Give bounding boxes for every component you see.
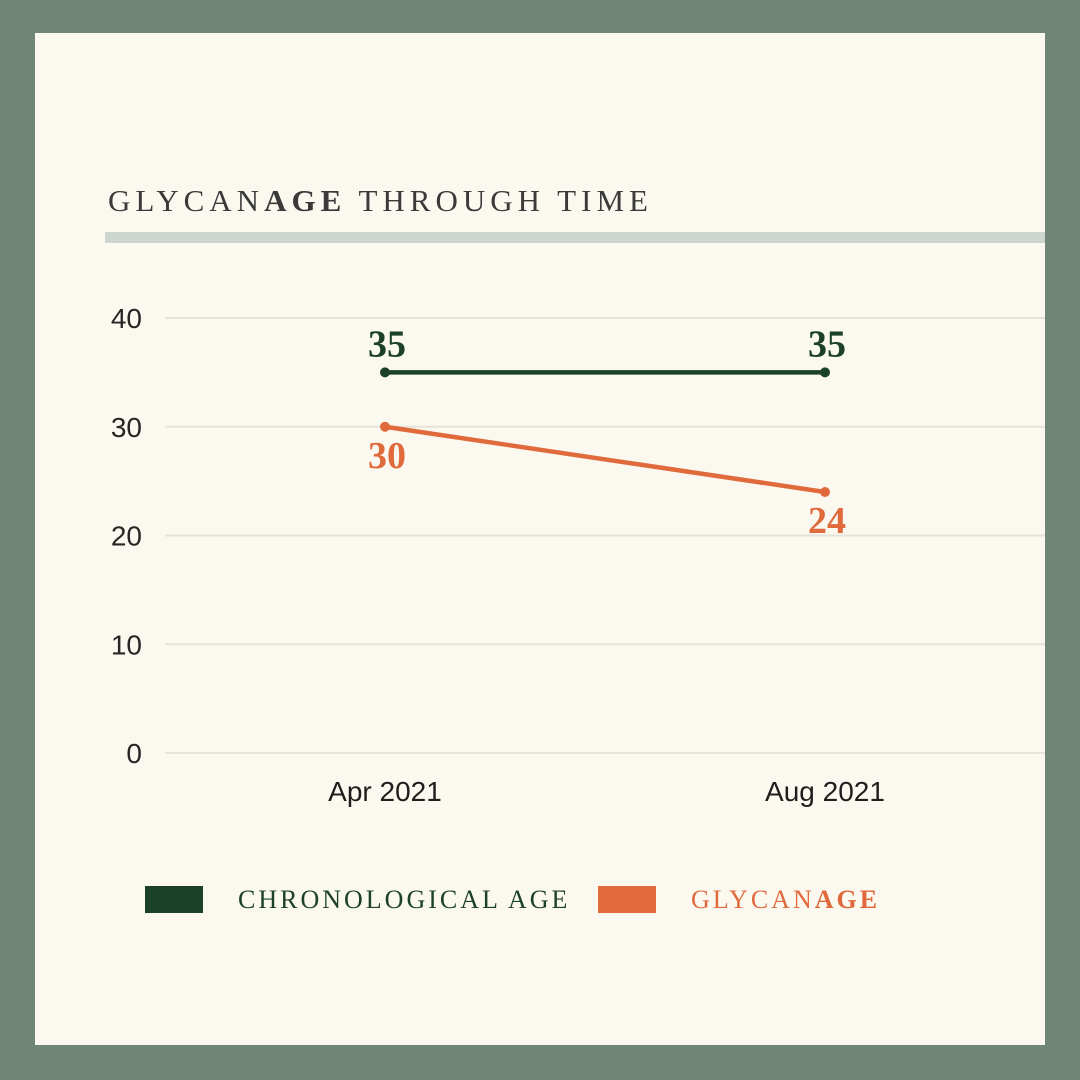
- y-axis-tick-0: 0: [126, 738, 142, 769]
- series-line: [382, 424, 828, 495]
- legend-item-chronological-age: CHRONOLOGICAL AGE: [145, 885, 570, 915]
- data-point-label: 24: [808, 500, 846, 542]
- chronological-age-swatch: [145, 886, 203, 913]
- title-part-bold: AGE: [264, 183, 347, 218]
- legend-item-glycanage: GLYCANAGE: [598, 885, 880, 915]
- y-axis-tick-20: 20: [111, 521, 142, 552]
- data-point-label: 35: [368, 323, 406, 365]
- data-point: [820, 487, 830, 497]
- y-axis-tick-30: 30: [111, 412, 142, 443]
- legend-text-regular: CHRONOLOGICAL AGE: [238, 884, 571, 914]
- line-chart: 0 10 20 30 40 Apr 2021 Aug 2021 35 35 30 24: [111, 303, 1045, 807]
- y-axis-tick-40: 40: [111, 303, 142, 334]
- legend-label-glycanage: GLYCANAGE: [691, 885, 880, 915]
- x-axis-tick: Aug 2021: [765, 776, 885, 807]
- x-axis-tick: Apr 2021: [328, 776, 442, 807]
- title-divider-bar: [105, 232, 1045, 243]
- y-axis-tick-10: 10: [111, 629, 142, 660]
- title-part-rest: THROUGH TIME: [346, 183, 653, 218]
- data-point: [380, 421, 390, 432]
- legend-text-regular: GLYCAN: [691, 884, 815, 914]
- legend-label-chronological-age: CHRONOLOGICAL AGE: [238, 885, 570, 915]
- data-point: [380, 367, 390, 378]
- data-point-label: 35: [808, 323, 846, 365]
- legend-text-bold: AGE: [814, 884, 881, 914]
- title-part-regular: GLYCAN: [108, 183, 265, 218]
- data-point-label: 30: [368, 435, 406, 477]
- chart-card: GLYCANAGE THROUGH TIME 0 10 20 30 40 Apr 2021…: [35, 33, 1045, 1045]
- chart-title: GLYCANAGE THROUGH TIME: [108, 183, 653, 219]
- glycanage-swatch: [598, 886, 656, 913]
- data-point: [820, 367, 830, 378]
